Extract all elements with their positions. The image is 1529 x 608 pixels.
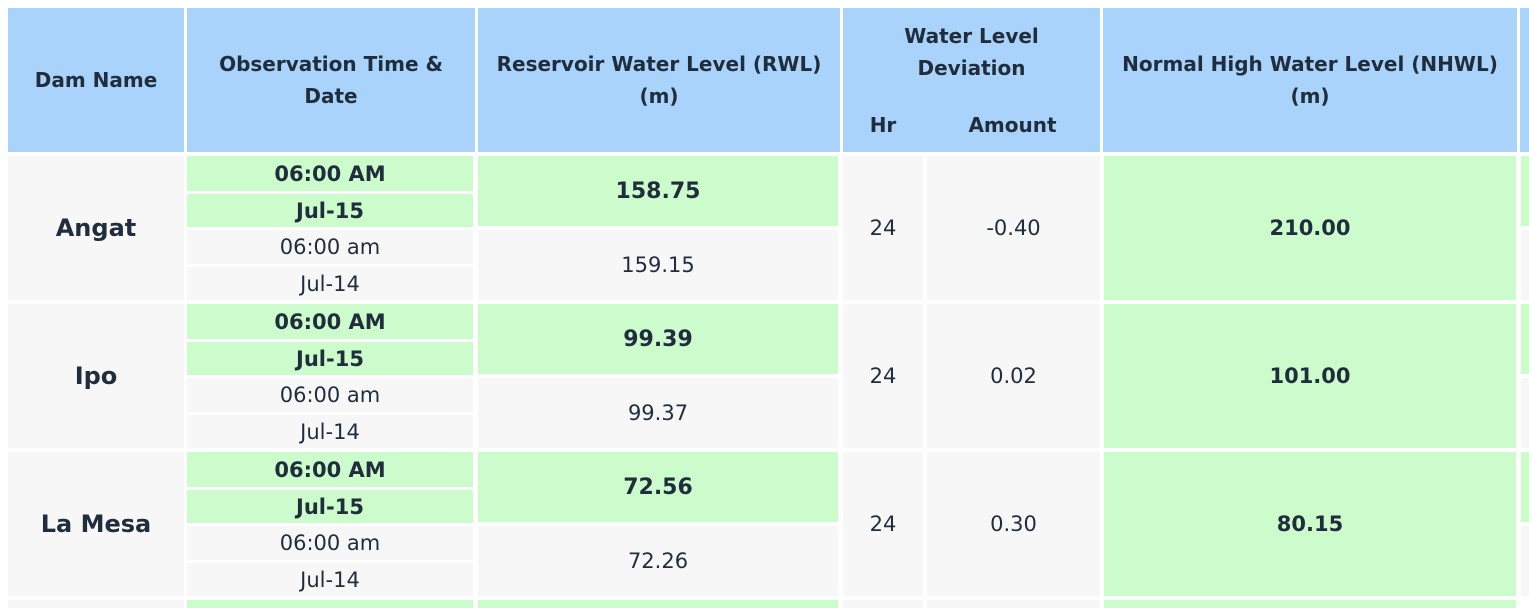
current-date-cell: Jul-15 bbox=[187, 342, 473, 375]
current-date-cell: Jul-15 bbox=[187, 490, 473, 523]
next-row-edge bbox=[927, 600, 1100, 608]
dam-name-cell: Ipo bbox=[8, 304, 184, 448]
current-time-cell: 06:00 AM bbox=[187, 156, 473, 191]
header-rwl: Reservoir Water Level (RWL) (m) bbox=[478, 8, 840, 152]
dam-name-cell: La Mesa bbox=[8, 452, 184, 596]
previous-date-cell: Jul-14 bbox=[187, 415, 473, 448]
current-time-cell: 06:00 AM bbox=[187, 304, 473, 339]
header-water-level-deviation: Water Level Deviation bbox=[843, 8, 1100, 152]
deviation-hr-cell: 24 bbox=[843, 304, 923, 448]
next-row-edge bbox=[187, 600, 473, 608]
header-hr: Hr bbox=[869, 113, 897, 137]
previous-date-cell: Jul-14 bbox=[187, 563, 473, 596]
nhwl-cell: 210.00 bbox=[1104, 156, 1516, 300]
deviation-amount-cell: -0.40 bbox=[927, 156, 1100, 300]
current-rwl-cell: 99.39 bbox=[478, 304, 838, 374]
header-amount: Amount bbox=[968, 113, 1057, 137]
next-row-edge bbox=[8, 600, 184, 608]
deviation-hr-cell: 24 bbox=[843, 156, 923, 300]
current-date-cell: Jul-15 bbox=[187, 194, 473, 227]
deviation-hr-cell: 24 bbox=[843, 452, 923, 596]
header-observation-time: Observation Time & Date bbox=[187, 8, 475, 152]
previous-rwl-cell: 72.26 bbox=[478, 526, 838, 596]
next-row-edge bbox=[1104, 600, 1516, 608]
next-column-edge bbox=[1521, 378, 1529, 448]
nhwl-cell: 80.15 bbox=[1104, 452, 1516, 596]
previous-time-cell: 06:00 am bbox=[187, 378, 473, 412]
current-time-cell: 06:00 AM bbox=[187, 452, 473, 487]
deviation-amount-cell: 0.02 bbox=[927, 304, 1100, 448]
next-row-edge bbox=[478, 600, 838, 608]
header-next-column-edge bbox=[1520, 8, 1529, 152]
previous-rwl-cell: 99.37 bbox=[478, 378, 838, 448]
next-column-edge bbox=[1521, 526, 1529, 596]
deviation-amount-cell: 0.30 bbox=[927, 452, 1100, 596]
next-column-edge bbox=[1521, 452, 1529, 522]
next-column-edge bbox=[1521, 156, 1529, 226]
previous-time-cell: 06:00 am bbox=[187, 526, 473, 560]
next-row-edge bbox=[843, 600, 923, 608]
dam-name-cell: Angat bbox=[8, 156, 184, 300]
current-rwl-cell: 158.75 bbox=[478, 156, 838, 226]
next-column-edge bbox=[1521, 230, 1529, 300]
nhwl-cell: 101.00 bbox=[1104, 304, 1516, 448]
previous-rwl-cell: 159.15 bbox=[478, 230, 838, 300]
next-column-edge bbox=[1521, 304, 1529, 374]
previous-date-cell: Jul-14 bbox=[187, 267, 473, 300]
previous-time-cell: 06:00 am bbox=[187, 230, 473, 264]
header-nhwl: Normal High Water Level (NHWL) (m) bbox=[1103, 8, 1517, 152]
header-dam-name: Dam Name bbox=[8, 8, 184, 152]
current-rwl-cell: 72.56 bbox=[478, 452, 838, 522]
